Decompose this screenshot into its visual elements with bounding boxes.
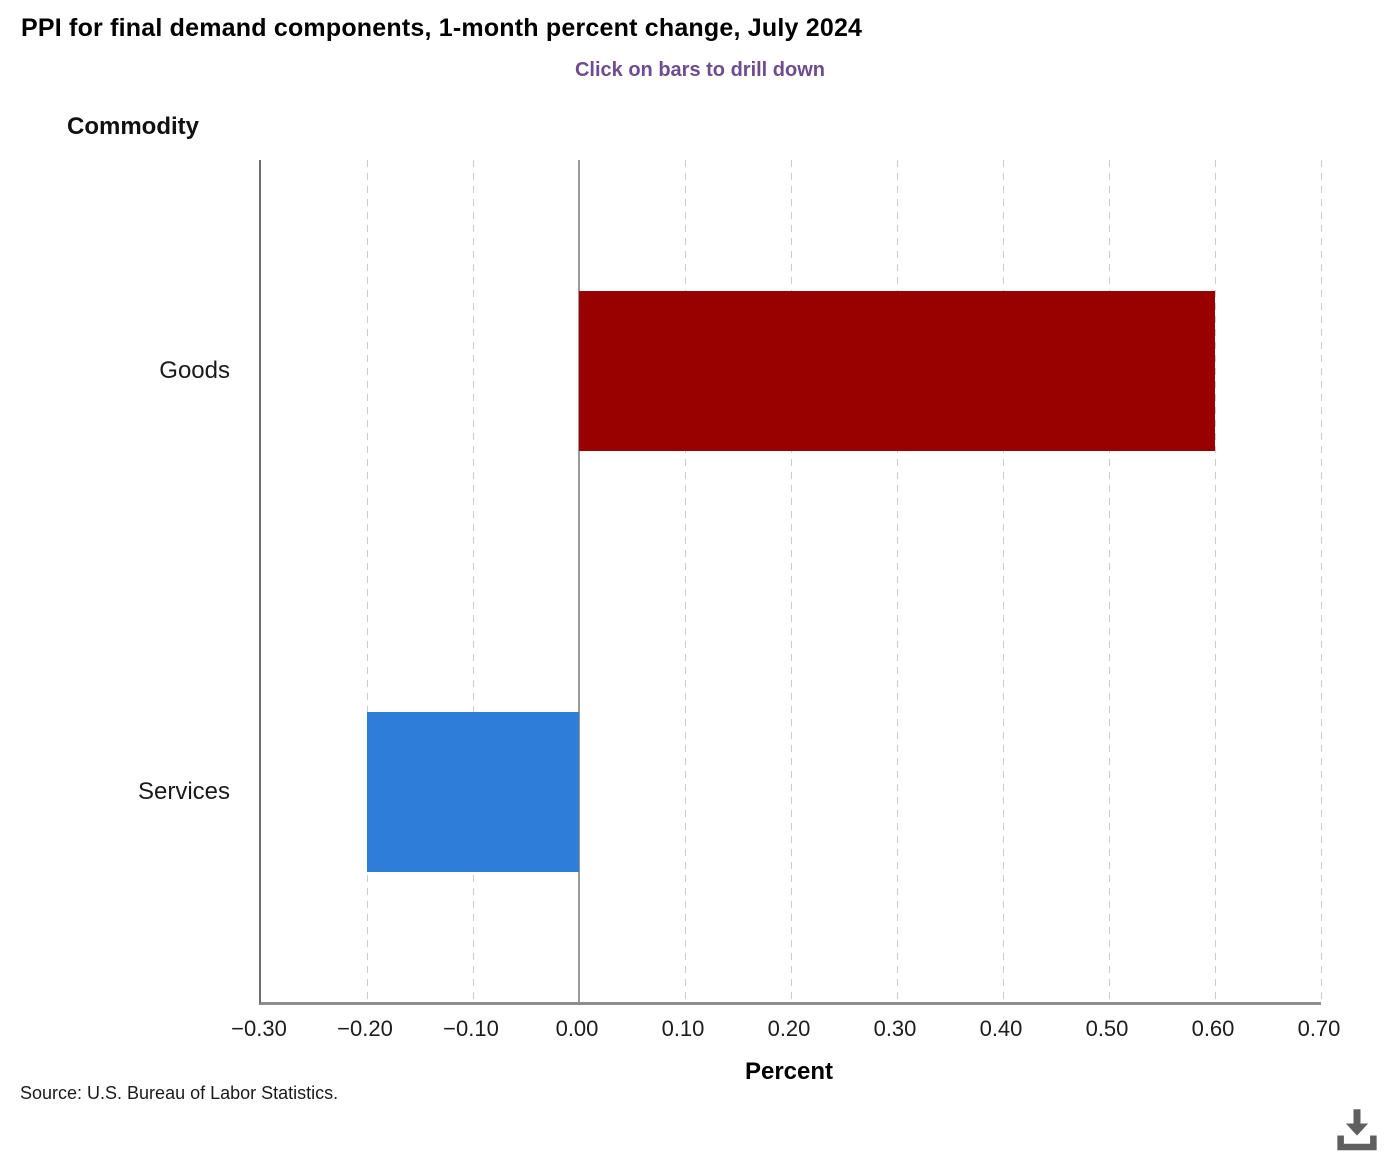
gridline	[896, 160, 898, 1002]
category-label-services: Services	[137, 777, 230, 805]
tick-label: 0.70	[1297, 1016, 1341, 1041]
gridline	[684, 160, 686, 1002]
tick-label: 0.20	[767, 1016, 811, 1041]
tick-label: −0.10	[443, 1016, 499, 1041]
tick-label: −0.20	[337, 1016, 393, 1041]
gridline	[472, 160, 474, 1002]
gridline	[1214, 160, 1216, 1002]
tick-label: 0.40	[979, 1016, 1023, 1041]
tick-label: 0.50	[1085, 1016, 1129, 1041]
bar-goods[interactable]	[579, 290, 1215, 451]
category-axis-title: Commodity	[67, 113, 199, 140]
value-axis-title: Percent	[744, 1058, 834, 1085]
bar-services[interactable]	[367, 711, 579, 872]
gridline	[790, 160, 792, 1002]
tick-label: 0.10	[661, 1016, 705, 1041]
gridline	[1108, 160, 1110, 1002]
tick-label: 0.60	[1191, 1016, 1235, 1041]
chart-subtitle: Click on bars to drill down	[574, 59, 826, 81]
download-icon	[1337, 1109, 1377, 1151]
chart-title: PPI for final demand components, 1-month…	[21, 14, 863, 42]
source-note: Source: U.S. Bureau of Labor Statistics.	[20, 1083, 339, 1103]
zero-gridline	[578, 160, 580, 1002]
gridline	[1320, 160, 1322, 1002]
plot-area	[259, 160, 1322, 1005]
tick-label: 0.30	[873, 1016, 917, 1041]
tick-label: −0.30	[231, 1016, 287, 1041]
category-label-goods: Goods	[159, 356, 230, 384]
tick-label: 0.00	[555, 1016, 599, 1041]
gridline	[366, 160, 368, 1002]
download-chart-button[interactable]	[1330, 1106, 1384, 1154]
gridline	[1002, 160, 1004, 1002]
